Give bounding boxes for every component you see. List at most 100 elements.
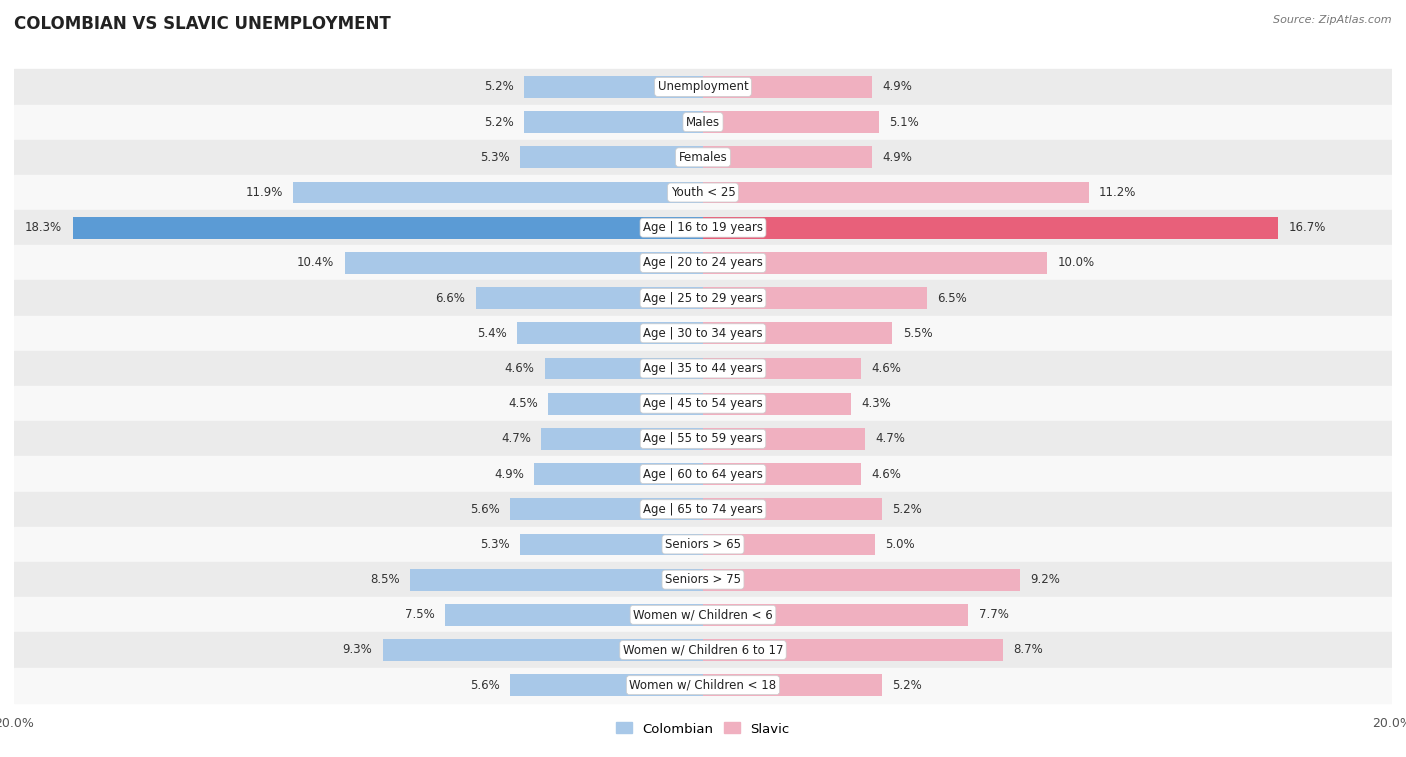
Bar — [14, 245, 1392, 281]
Bar — [14, 668, 1392, 702]
Bar — [344, 252, 703, 274]
Text: Age | 20 to 24 years: Age | 20 to 24 years — [643, 257, 763, 269]
Text: 6.5%: 6.5% — [938, 291, 967, 304]
Bar — [703, 252, 1047, 274]
Bar — [14, 104, 1392, 140]
Text: Males: Males — [686, 116, 720, 129]
Text: 4.6%: 4.6% — [505, 362, 534, 375]
Bar — [14, 456, 1392, 491]
Text: Age | 35 to 44 years: Age | 35 to 44 years — [643, 362, 763, 375]
Bar — [544, 357, 703, 379]
Text: 7.7%: 7.7% — [979, 609, 1008, 621]
Bar — [14, 386, 1392, 421]
Text: Seniors > 75: Seniors > 75 — [665, 573, 741, 586]
Bar — [73, 217, 703, 238]
Text: 11.9%: 11.9% — [246, 186, 283, 199]
Text: 5.4%: 5.4% — [477, 327, 506, 340]
Text: 4.6%: 4.6% — [872, 468, 901, 481]
Bar — [382, 639, 703, 661]
Bar — [444, 604, 703, 626]
Bar — [14, 491, 1392, 527]
Bar — [524, 76, 703, 98]
Text: Age | 45 to 54 years: Age | 45 to 54 years — [643, 397, 763, 410]
Bar — [14, 70, 1392, 104]
Bar — [14, 140, 1392, 175]
Bar — [703, 498, 882, 520]
Bar — [703, 76, 872, 98]
Text: Women w/ Children < 18: Women w/ Children < 18 — [630, 679, 776, 692]
Text: Age | 25 to 29 years: Age | 25 to 29 years — [643, 291, 763, 304]
Text: 4.9%: 4.9% — [882, 151, 912, 164]
Bar — [14, 527, 1392, 562]
Bar — [703, 604, 969, 626]
Bar — [510, 674, 703, 696]
Text: 5.0%: 5.0% — [886, 538, 915, 551]
Text: Unemployment: Unemployment — [658, 80, 748, 93]
Text: 4.3%: 4.3% — [862, 397, 891, 410]
Text: 11.2%: 11.2% — [1099, 186, 1136, 199]
Text: 16.7%: 16.7% — [1289, 221, 1326, 234]
Text: Women w/ Children < 6: Women w/ Children < 6 — [633, 609, 773, 621]
Bar — [534, 463, 703, 485]
Bar — [524, 111, 703, 133]
Bar — [541, 428, 703, 450]
Text: 5.2%: 5.2% — [893, 503, 922, 516]
Bar — [703, 322, 893, 344]
Bar — [703, 639, 1002, 661]
Text: 5.3%: 5.3% — [481, 151, 510, 164]
Bar — [411, 569, 703, 590]
Bar — [703, 463, 862, 485]
Text: 5.3%: 5.3% — [481, 538, 510, 551]
Text: Age | 55 to 59 years: Age | 55 to 59 years — [643, 432, 763, 445]
Bar — [14, 632, 1392, 668]
Text: 4.5%: 4.5% — [508, 397, 537, 410]
Bar — [703, 146, 872, 168]
Text: Age | 65 to 74 years: Age | 65 to 74 years — [643, 503, 763, 516]
Text: 5.6%: 5.6% — [470, 503, 499, 516]
Text: 8.7%: 8.7% — [1012, 643, 1043, 656]
Bar — [703, 393, 851, 415]
Text: 8.5%: 8.5% — [370, 573, 399, 586]
Bar — [703, 534, 875, 556]
Bar — [703, 674, 882, 696]
Text: 5.1%: 5.1% — [889, 116, 918, 129]
Bar — [14, 597, 1392, 632]
Bar — [14, 281, 1392, 316]
Bar — [14, 175, 1392, 210]
Bar — [14, 316, 1392, 351]
Text: 10.4%: 10.4% — [297, 257, 335, 269]
Text: 18.3%: 18.3% — [25, 221, 62, 234]
Text: Women w/ Children 6 to 17: Women w/ Children 6 to 17 — [623, 643, 783, 656]
Text: COLOMBIAN VS SLAVIC UNEMPLOYMENT: COLOMBIAN VS SLAVIC UNEMPLOYMENT — [14, 15, 391, 33]
Bar — [14, 351, 1392, 386]
Bar — [703, 287, 927, 309]
Bar — [14, 210, 1392, 245]
Text: 5.2%: 5.2% — [484, 116, 513, 129]
Text: 5.2%: 5.2% — [893, 679, 922, 692]
Text: 4.7%: 4.7% — [501, 432, 531, 445]
Text: 4.6%: 4.6% — [872, 362, 901, 375]
Bar — [475, 287, 703, 309]
Text: 6.6%: 6.6% — [436, 291, 465, 304]
Bar — [703, 357, 862, 379]
Text: 4.9%: 4.9% — [882, 80, 912, 93]
Bar — [703, 182, 1088, 204]
Bar — [703, 111, 879, 133]
Bar — [292, 182, 703, 204]
Bar — [14, 421, 1392, 456]
Bar — [520, 534, 703, 556]
Text: 4.7%: 4.7% — [875, 432, 905, 445]
Text: 4.9%: 4.9% — [494, 468, 524, 481]
Text: Age | 30 to 34 years: Age | 30 to 34 years — [643, 327, 763, 340]
Text: Youth < 25: Youth < 25 — [671, 186, 735, 199]
Bar — [520, 146, 703, 168]
Bar — [703, 217, 1278, 238]
Text: 5.5%: 5.5% — [903, 327, 932, 340]
Bar — [703, 428, 865, 450]
Text: Females: Females — [679, 151, 727, 164]
Text: Age | 16 to 19 years: Age | 16 to 19 years — [643, 221, 763, 234]
Text: Seniors > 65: Seniors > 65 — [665, 538, 741, 551]
Text: Source: ZipAtlas.com: Source: ZipAtlas.com — [1274, 15, 1392, 25]
Bar — [703, 569, 1019, 590]
Bar — [548, 393, 703, 415]
